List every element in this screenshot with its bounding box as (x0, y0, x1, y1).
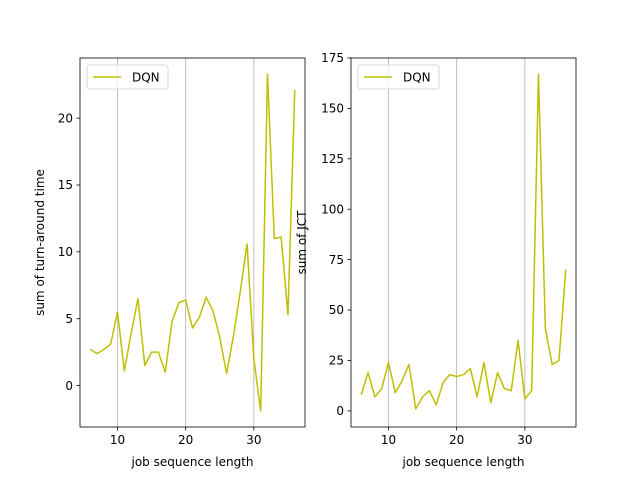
x-tick-label: 30 (517, 433, 532, 447)
y-axis-title: sum of turn-around time (33, 169, 47, 316)
x-tick-label: 10 (110, 433, 125, 447)
y-tick-label: 75 (329, 253, 344, 267)
y-tick-label: 10 (58, 245, 73, 259)
y-tick-label: 0 (336, 404, 344, 418)
x-tick-label: 20 (178, 433, 193, 447)
y-tick-label: 15 (58, 178, 73, 192)
x-tick-label: 10 (381, 433, 396, 447)
y-tick-label: 175 (321, 51, 344, 65)
chart-jct: 10 20 30 0 25 50 75 100 125 150 175 job sequence le… (295, 51, 577, 469)
y-tick-label: 50 (329, 303, 344, 317)
x-tick-label: 30 (246, 433, 261, 447)
legend-label: DQN (403, 70, 431, 84)
x-axis-title: job sequence length (402, 455, 525, 469)
series-line-dqn (89, 73, 296, 412)
y-tick-label: 25 (329, 354, 344, 368)
chart-turn-around-time: 10 20 30 0 5 10 15 20 job sequence length sum of … (33, 57, 306, 469)
axes-frame (79, 57, 306, 428)
legend: DQN (357, 64, 440, 90)
y-tick-label: 150 (321, 102, 344, 116)
series-line-dqn (360, 73, 567, 410)
y-axis-title: sum of JCT (295, 210, 309, 275)
legend-label: DQN (132, 70, 160, 84)
y-tick-label: 5 (65, 312, 73, 326)
legend-box (86, 64, 169, 90)
y-tick-label: 0 (65, 379, 73, 393)
axes-frame (350, 57, 577, 428)
y-tick-label: 20 (58, 111, 73, 125)
y-tick-label: 125 (321, 152, 344, 166)
x-axis-title: job sequence length (131, 455, 254, 469)
legend-box (357, 64, 440, 90)
x-tick-label: 20 (449, 433, 464, 447)
y-tick-label: 100 (321, 202, 344, 216)
legend: DQN (86, 64, 169, 90)
